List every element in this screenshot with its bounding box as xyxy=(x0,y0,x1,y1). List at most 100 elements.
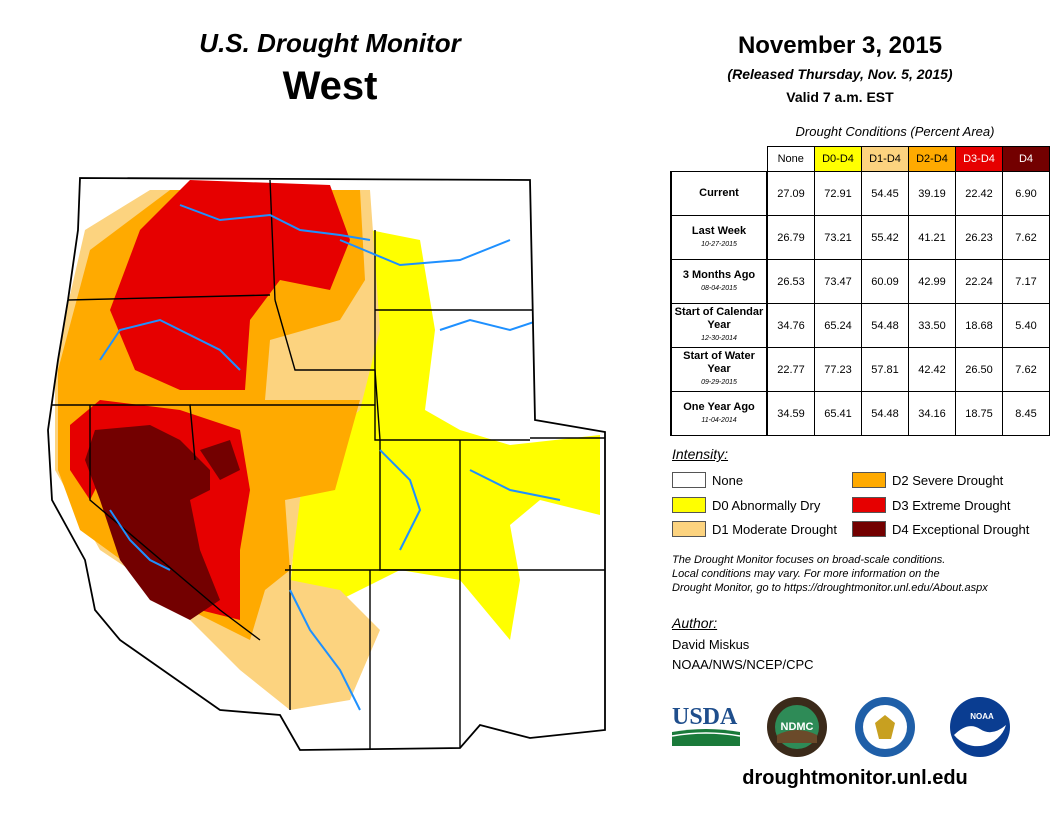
noaa-logo-text: NOAA xyxy=(970,712,994,721)
legend-label: None xyxy=(712,472,744,488)
legend-item-d0: D0 Abnormally Dry xyxy=(672,496,820,514)
col-header-d3-d4: D3-D4 xyxy=(955,146,1003,172)
table-cell: 54.45 xyxy=(861,171,909,216)
map-date: November 3, 2015 xyxy=(737,32,943,59)
row-label-text: Start of Calendar Year xyxy=(674,306,764,331)
noaa-wave-icon xyxy=(954,725,1006,747)
legend-swatch xyxy=(852,521,886,537)
legend-title: Intensity: xyxy=(672,446,729,462)
release-date: (Released Thursday, Nov. 5, 2015) xyxy=(727,66,953,82)
row-label-text: Last Week xyxy=(691,224,747,237)
col-header-d1-d4: D1-D4 xyxy=(861,146,909,172)
noaa-ring xyxy=(950,697,1010,757)
eagle-icon xyxy=(875,715,895,739)
table-cell: 77.23 xyxy=(814,347,862,392)
table-row: Start of Calendar Year 12-30-2014 34.76 6… xyxy=(670,303,1050,348)
row-date: 09-29-2015 xyxy=(701,379,737,386)
table-row: Current 27.09 72.91 54.45 39.19 22.42 6.… xyxy=(670,171,1050,216)
website-url[interactable]: droughtmonitor.unl.edu xyxy=(742,767,968,789)
col-header-d2-d4: D2-D4 xyxy=(908,146,956,172)
row-date: 12-30-2014 xyxy=(701,335,737,342)
legend-item-d1: D1 Moderate Drought xyxy=(672,520,837,538)
table-cell: 22.77 xyxy=(766,347,815,392)
row-date: 11-04-2014 xyxy=(701,416,737,424)
legend-label: D0 Abnormally Dry xyxy=(712,497,821,513)
table-cell: 18.68 xyxy=(955,303,1003,348)
table-cell: 26.79 xyxy=(766,215,815,260)
footnote-line: Drought Monitor, go to https://droughtmo… xyxy=(672,582,988,594)
usda-field-icon xyxy=(672,729,740,746)
col-header-d4: D4 xyxy=(1002,146,1050,172)
legend-label: D4 Exceptional Drought xyxy=(892,521,1030,537)
legend-item-none: None xyxy=(672,471,743,489)
table-cell: 39.19 xyxy=(908,171,956,216)
row-date: 08-04-2015 xyxy=(701,284,737,292)
rivers xyxy=(99,204,561,711)
table-cell: 33.50 xyxy=(908,303,956,348)
state-boundaries xyxy=(50,179,605,750)
table-cell: 7.17 xyxy=(1002,259,1050,304)
ndmc-logo: NDMC xyxy=(767,697,827,757)
legend-swatch xyxy=(852,472,886,488)
table-cell: 42.42 xyxy=(908,347,956,392)
legend-item-d4: D4 Exceptional Drought xyxy=(852,520,1029,538)
col-header-d0-d4: D0-D4 xyxy=(814,146,862,172)
row-label-text: 3 Months Ago xyxy=(682,268,756,281)
row-label: Start of Water Year 09-29-2015 xyxy=(670,347,768,392)
table-cell: 73.21 xyxy=(814,215,862,260)
table-cell: 22.24 xyxy=(955,259,1003,304)
table-cell: 26.50 xyxy=(955,347,1003,392)
table-cell: 34.16 xyxy=(908,391,956,436)
table-cell: 55.42 xyxy=(861,215,909,260)
table-cell: 34.76 xyxy=(766,303,815,348)
col-header-none: None xyxy=(766,146,815,172)
noaa-logo: NOAA xyxy=(950,697,1010,757)
row-date: 10-27-2015 xyxy=(701,240,737,248)
table-caption: Drought Conditions (Percent Area) xyxy=(795,124,995,139)
legend-swatch xyxy=(852,497,886,513)
footnote: The Drought Monitor focuses on broad-sca… xyxy=(672,553,1042,595)
table-cell: 7.62 xyxy=(1002,347,1050,392)
ndmc-ground-icon xyxy=(777,730,817,743)
table-header-row: None D0-D4 D1-D4 D2-D4 D3-D4 D4 xyxy=(671,146,1050,172)
legend-label: D2 Severe Drought xyxy=(892,472,1004,488)
usda-logo: USDA xyxy=(671,704,741,746)
legend-label: D3 Extreme Drought xyxy=(892,497,1011,513)
table-cell: 65.41 xyxy=(814,391,862,436)
d4-region xyxy=(85,425,220,620)
row-label: 3 Months Ago 08-04-2015 xyxy=(670,259,768,304)
drought-stats-table: None D0-D4 D1-D4 D2-D4 D3-D4 D4 Current … xyxy=(670,146,1050,436)
table-row: 3 Months Ago 08-04-2015 26.53 73.47 60.09… xyxy=(670,259,1050,304)
table-cell: 65.24 xyxy=(814,303,862,348)
table-row: Start of Water Year 09-29-2015 22.77 77.2… xyxy=(670,347,1050,392)
commerce-seal-logo xyxy=(855,697,915,757)
d4-region-east xyxy=(200,440,240,480)
table-cell: 41.21 xyxy=(908,215,956,260)
table-cell: 6.90 xyxy=(1002,171,1050,216)
footnote-line: The Drought Monitor focuses on broad-sca… xyxy=(672,554,946,566)
table-cell: 22.42 xyxy=(955,171,1003,216)
table-cell: 57.81 xyxy=(861,347,909,392)
table-cell: 7.62 xyxy=(1002,215,1050,260)
table-cell: 26.53 xyxy=(766,259,815,304)
usda-stripe xyxy=(671,732,741,737)
author-org: NOAA/NWS/NCEP/CPC xyxy=(672,657,814,672)
table-row: One Year Ago 11-04-2014 34.59 65.41 54.48… xyxy=(670,391,1050,436)
row-label: Last Week 10-27-2015 xyxy=(670,215,768,260)
author-title: Author: xyxy=(672,615,718,631)
table-cell: 54.48 xyxy=(861,303,909,348)
table-cell: 18.75 xyxy=(955,391,1003,436)
valid-time: Valid 7 a.m. EST xyxy=(786,89,894,105)
usda-logo-text: USDA xyxy=(672,704,738,730)
table-cell: 26.23 xyxy=(955,215,1003,260)
author-name: David Miskus xyxy=(672,637,750,652)
footnote-line: Local conditions may vary. For more info… xyxy=(672,568,940,580)
table-cell: 60.09 xyxy=(861,259,909,304)
table-cell: 42.99 xyxy=(908,259,956,304)
table-cell: 73.47 xyxy=(814,259,862,304)
table-row: Last Week 10-27-2015 26.79 73.21 55.42 41… xyxy=(670,215,1050,260)
region-outline xyxy=(47,177,606,751)
legend-label: D1 Moderate Drought xyxy=(712,521,838,537)
table-cell: 5.40 xyxy=(1002,303,1050,348)
table-cell: 8.45 xyxy=(1002,391,1050,436)
